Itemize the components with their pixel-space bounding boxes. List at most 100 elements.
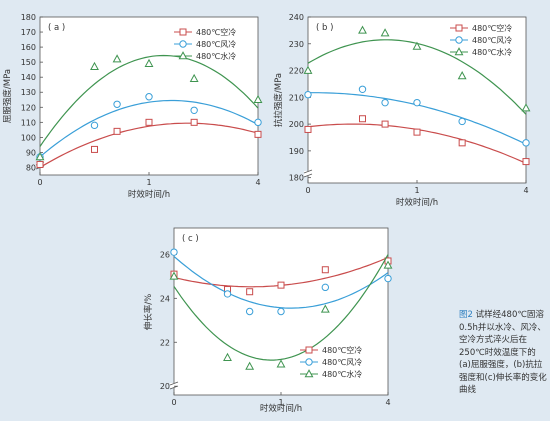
x-tick-label: 1 — [278, 398, 283, 407]
chart-b: 180 190 200 210 220 230 240 0 1 4 时效时间/h 抗拉强度/MPa ( … — [273, 13, 531, 208]
data-point — [277, 281, 285, 289]
data-point — [413, 128, 421, 136]
y-tick-label: 190 — [289, 147, 304, 156]
x-axis-label: 时效时间/h — [128, 189, 170, 200]
data-point — [358, 85, 367, 93]
y-axis-label: 伸长率/% — [143, 294, 154, 330]
data-point — [457, 71, 467, 80]
y-tick-label: 130 — [21, 88, 36, 97]
legend-label: 480℃空冷 — [196, 27, 236, 37]
chart-c: 20 22 24 26 0 1 4 时效时间/h 伸长率/% ( c ) 480℃空冷 480℃风冷 4… — [143, 227, 393, 414]
legend-marker — [305, 346, 313, 354]
axis-break-mark — [303, 173, 313, 178]
series-curve — [39, 54, 259, 147]
y-tick-label: 230 — [289, 40, 304, 49]
x-tick-label: 4 — [255, 178, 260, 187]
legend-marker — [305, 358, 313, 366]
y-tick-label: 240 — [289, 13, 304, 22]
x-axis-label: 时效时间/h — [260, 403, 302, 414]
x-tick-label: 1 — [146, 178, 151, 187]
y-tick-label: 24 — [160, 294, 170, 303]
legend-label: 480℃水冷 — [322, 369, 362, 379]
series-curve — [173, 255, 389, 309]
data-point — [412, 41, 422, 50]
x-tick-label: 0 — [171, 398, 176, 407]
y-tick-label: 180 — [21, 13, 36, 22]
y-axis-label: 屈服强度/MPa — [2, 69, 13, 123]
panel-label: ( a ) — [48, 23, 65, 33]
chart-a: 80 90 100 110 120 130 140 150 160 170 180 0 1 4 时效时间/h… — [2, 13, 263, 200]
x-axis-label: 时效时间/h — [396, 197, 438, 208]
data-point — [169, 271, 179, 280]
legend-marker — [178, 51, 188, 60]
data-point — [522, 139, 530, 147]
data-point — [254, 118, 262, 127]
x-tick-label: 4 — [523, 186, 528, 195]
caption-figure-number: 图2 — [459, 310, 473, 320]
y-tick-label: 150 — [21, 58, 36, 67]
data-point — [522, 158, 530, 166]
data-point — [112, 54, 122, 63]
series-curve — [39, 122, 259, 168]
data-point — [145, 93, 153, 101]
data-point — [254, 130, 262, 138]
data-point — [144, 58, 154, 67]
legend-label: 480℃水冷 — [196, 51, 236, 61]
y-tick-label: 22 — [160, 338, 170, 347]
legend-label: 480℃风冷 — [472, 35, 512, 45]
data-point — [113, 100, 121, 108]
data-point — [253, 94, 263, 104]
data-point — [145, 118, 153, 126]
x-tick-label: 1 — [414, 186, 419, 195]
y-tick-label: 210 — [289, 93, 304, 102]
axis-break-mark — [169, 381, 179, 386]
data-point — [91, 145, 98, 153]
y-axis-label: 抗拉强度/MPa — [273, 73, 284, 127]
data-point — [223, 290, 232, 298]
data-point — [458, 139, 466, 147]
data-point — [413, 98, 421, 107]
x-tick-label: 0 — [305, 186, 310, 195]
data-point — [358, 25, 367, 34]
y-tick-label: 100 — [21, 133, 36, 142]
legend-label: 480℃空冷 — [472, 23, 512, 33]
legend-label: 480℃空冷 — [322, 345, 362, 355]
data-point — [245, 307, 254, 316]
legend-label: 480℃水冷 — [472, 47, 512, 57]
caption-text: 试样经480℃固溶0.5h并以水冷、风冷、空冷方式淬火后在250℃时效温度下的 … — [459, 310, 547, 395]
data-point — [245, 361, 255, 370]
data-point — [36, 160, 44, 168]
y-tick-label: 220 — [289, 67, 304, 76]
legend-label: 480℃风冷 — [196, 39, 236, 49]
data-point — [190, 118, 198, 126]
legend-marker — [304, 369, 314, 378]
y-tick-label: 200 — [289, 120, 304, 129]
data-point — [521, 103, 531, 112]
data-point — [170, 248, 178, 256]
data-point — [223, 352, 232, 361]
axis-break-gap — [304, 171, 312, 176]
figure-caption: 图2 试样经480℃固溶0.5h并以水冷、风冷、空冷方式淬火后在250℃时效温度… — [459, 309, 547, 397]
data-point — [458, 117, 466, 126]
legend-marker — [179, 40, 187, 48]
data-point — [304, 90, 312, 99]
data-point — [321, 283, 330, 292]
y-tick-label: 140 — [21, 73, 36, 82]
y-tick-label: 110 — [21, 118, 36, 127]
y-tick-label: 90 — [26, 148, 36, 157]
y-tick-label: 160 — [21, 43, 36, 52]
legend-marker — [455, 36, 463, 44]
axis-break-gap — [170, 383, 178, 388]
data-point — [303, 65, 313, 74]
y-tick-label: 80 — [26, 163, 36, 172]
y-tick-label: 170 — [21, 28, 36, 37]
data-point — [321, 266, 329, 274]
legend-label: 480℃风冷 — [322, 357, 362, 367]
y-tick-label: 20 — [160, 382, 170, 391]
data-point — [190, 106, 198, 114]
x-tick-label: 4 — [385, 398, 390, 407]
y-tick-label: 26 — [160, 250, 170, 259]
legend-marker — [454, 47, 464, 56]
panel-label: ( b ) — [316, 23, 333, 33]
